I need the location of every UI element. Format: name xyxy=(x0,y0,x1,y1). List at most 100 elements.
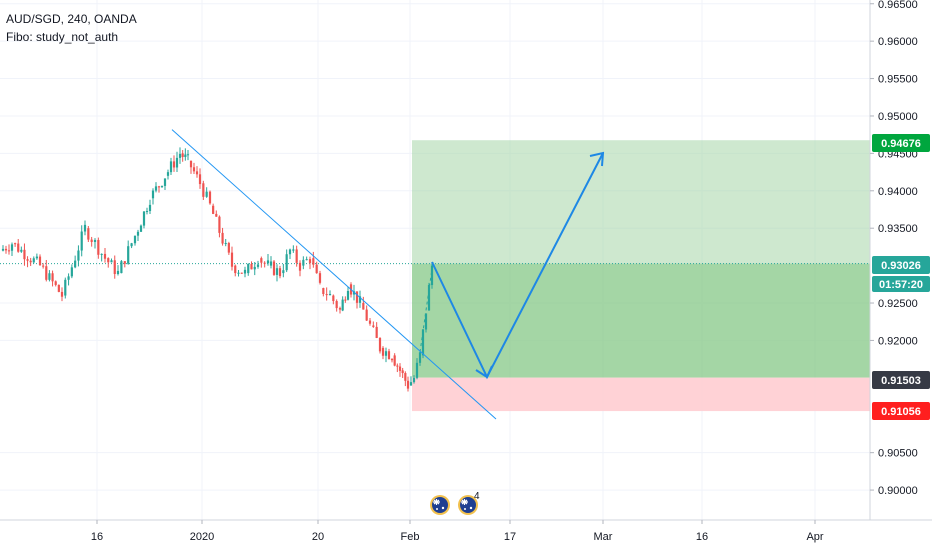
candle-body xyxy=(325,294,328,296)
candle-body xyxy=(169,161,173,173)
candle-body xyxy=(157,186,161,188)
candle-body xyxy=(332,295,335,302)
time-axis[interactable]: 16 2020 20 Feb 17 Mar 16 Apr xyxy=(91,520,824,543)
candle-body xyxy=(42,265,45,267)
candle-body xyxy=(352,291,356,295)
profit-zone-filled xyxy=(412,263,870,378)
projection-arrowhead-top xyxy=(589,151,605,167)
price-tick-label: 0.95000 xyxy=(878,111,918,123)
candle-body xyxy=(227,243,230,253)
candle-body xyxy=(87,228,90,240)
candle-body xyxy=(315,264,318,274)
candle-body xyxy=(29,260,32,263)
candle-body xyxy=(142,211,146,226)
candle-body xyxy=(100,253,103,255)
candle-body xyxy=(278,268,282,277)
candle-body xyxy=(358,296,362,303)
candle-body xyxy=(409,382,413,386)
candle-body xyxy=(221,232,224,244)
candle-body xyxy=(181,153,184,158)
candle-body xyxy=(148,204,152,212)
time-tick-label: Apr xyxy=(806,531,823,543)
candle-body xyxy=(418,352,422,363)
price-tick-label: 0.92000 xyxy=(878,335,918,347)
candle-body xyxy=(107,258,110,263)
projection-arrowhead-bottom xyxy=(475,365,493,379)
candle-body xyxy=(338,308,342,310)
time-tick-label: 17 xyxy=(504,531,516,543)
symbol-title[interactable]: AUD/SGD, 240, OANDA xyxy=(6,12,137,26)
candle-body xyxy=(275,268,279,275)
economic-event-markers[interactable]: 4 xyxy=(430,491,480,515)
candle-body xyxy=(396,365,399,367)
candle-body xyxy=(368,320,372,324)
candle-body xyxy=(260,258,263,263)
study-label[interactable]: Fibo: study_not_auth xyxy=(6,30,119,44)
candle-body xyxy=(305,259,308,261)
trend-line[interactable] xyxy=(171,129,497,420)
candle-body xyxy=(74,260,77,268)
candle-body xyxy=(415,362,419,378)
candle-body xyxy=(60,291,64,297)
candle-body xyxy=(136,231,140,236)
time-tick-label: 2020 xyxy=(190,531,214,543)
candle-body xyxy=(272,261,276,275)
candle-body xyxy=(151,190,155,199)
candle-body xyxy=(365,309,368,321)
price-axis[interactable]: 0.965000.960000.955000.950000.945000.940… xyxy=(870,0,918,497)
candle-body xyxy=(166,172,170,176)
price-tick-label: 0.90500 xyxy=(878,448,918,460)
price-tick-label: 0.94000 xyxy=(878,186,918,198)
candle-body xyxy=(57,284,60,292)
australia-flag-icon[interactable] xyxy=(458,495,478,515)
candle-body xyxy=(20,249,23,252)
candle-body xyxy=(127,246,130,264)
candle-body xyxy=(116,270,120,275)
time-tick-label: Mar xyxy=(594,531,613,543)
candle-body xyxy=(256,264,260,267)
candle-body xyxy=(230,252,234,267)
price-tick-label: 0.93500 xyxy=(878,223,918,235)
stop-zone[interactable] xyxy=(412,377,870,412)
candle-body xyxy=(406,380,410,389)
candle-body xyxy=(240,272,243,274)
price-tick-label: 0.95500 xyxy=(878,74,918,86)
candle-body xyxy=(67,276,70,280)
candle-body xyxy=(237,272,240,274)
candle-body xyxy=(1,248,5,251)
candle-body xyxy=(70,267,73,277)
candle-body xyxy=(292,249,295,251)
entry-tag-bg xyxy=(872,371,930,389)
australia-flag-icon[interactable] xyxy=(430,495,450,515)
price-tick-label: 0.90000 xyxy=(878,485,918,497)
candle-body xyxy=(77,250,80,261)
candle-body xyxy=(17,243,20,252)
candle-body xyxy=(35,256,38,259)
candle-body xyxy=(172,161,176,168)
candle-body xyxy=(218,216,221,233)
candle-body xyxy=(398,366,402,371)
candle-body xyxy=(384,351,388,356)
candle-body xyxy=(424,313,428,330)
candle-body xyxy=(208,191,212,204)
candle-body xyxy=(288,249,292,255)
candle-body xyxy=(335,301,338,309)
candle-body xyxy=(212,205,215,214)
candle-body xyxy=(355,291,359,303)
candle-body xyxy=(328,294,332,296)
candle-body xyxy=(215,213,218,217)
candle-body xyxy=(110,260,113,263)
time-tick-label: 20 xyxy=(312,531,324,543)
candle-body xyxy=(133,235,137,244)
candle-body xyxy=(83,224,87,232)
candle-body xyxy=(64,279,67,296)
candle-body xyxy=(421,329,425,356)
candle-body xyxy=(401,370,404,374)
candle-body xyxy=(123,261,126,264)
candle-body xyxy=(224,243,227,245)
candle-body xyxy=(269,261,273,266)
time-tick-label: 16 xyxy=(696,531,708,543)
candle-body xyxy=(7,250,11,252)
candle-body xyxy=(302,259,305,266)
